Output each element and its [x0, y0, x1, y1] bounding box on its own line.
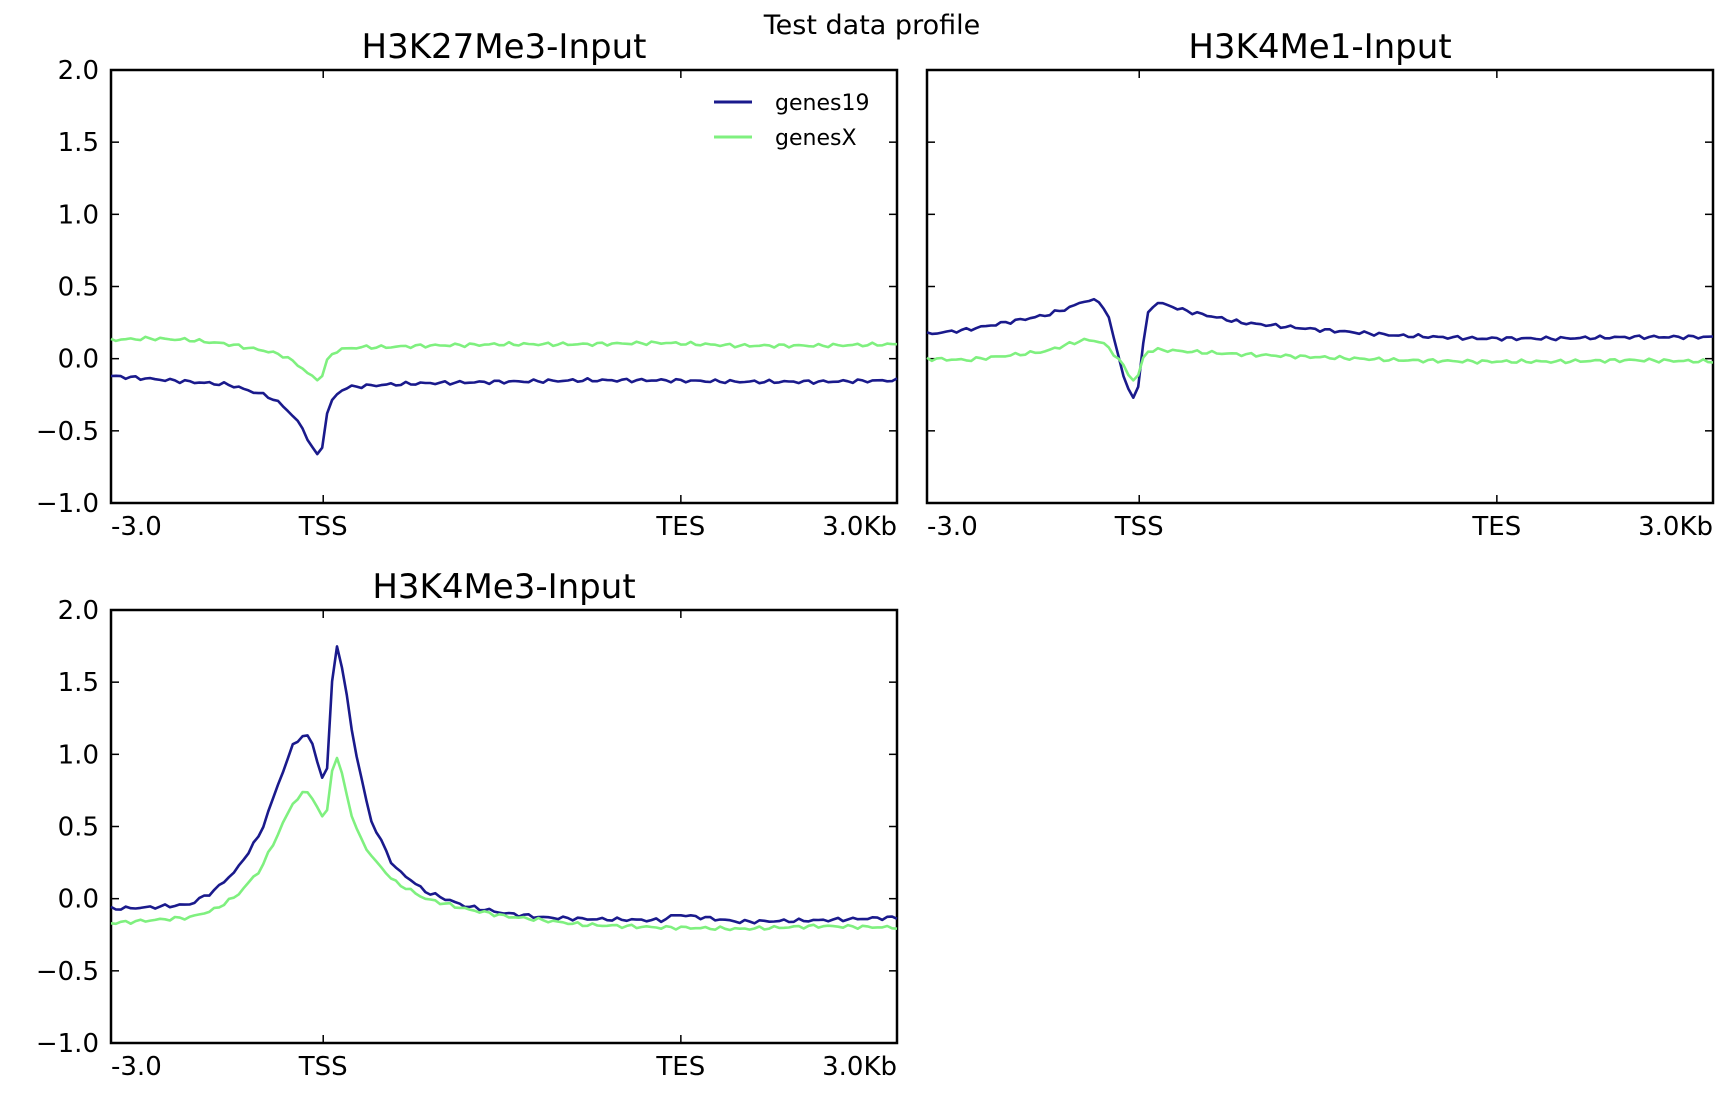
panel-title: H3K4Me3-Input [372, 567, 635, 607]
y-tick-label: 2.0 [58, 56, 99, 86]
panel-3: H3K4Me3-Input 2.0 1.5 1.0 0.5 0.0 −0.5 −1.0 -3.0… [36, 567, 899, 1082]
figure-suptitle: Test data profile [763, 10, 980, 41]
series-line-genesX [110, 335, 898, 382]
panel-2: H3K4Me1-Input -3.0 TSS TES 3.0Kb [925, 27, 1715, 542]
series-line-genesX [926, 337, 1714, 382]
y-tick-label: −1.0 [36, 489, 99, 519]
y-tick-label: −1.0 [36, 1029, 99, 1059]
x-tick-label: TES [655, 1052, 705, 1082]
y-tick-label: −0.5 [36, 957, 99, 987]
series-line-genes19 [110, 645, 898, 925]
plot-frame [109, 608, 899, 1045]
x-tick-label: -3.0 [111, 512, 162, 542]
y-tick-label: 1.5 [58, 128, 99, 158]
y-tick-label: 0.5 [58, 273, 99, 303]
x-tick-label: TES [655, 512, 705, 542]
x-tick-label: 3.0Kb [1638, 512, 1713, 542]
panel-title: H3K27Me3-Input [362, 27, 647, 67]
panel-title: H3K4Me1-Input [1188, 27, 1451, 67]
y-tick-label: −0.5 [36, 417, 99, 447]
y-tick-label: 0.0 [58, 345, 99, 375]
x-tick-label: -3.0 [111, 1052, 162, 1082]
legend-label: genes19 [775, 91, 869, 116]
y-tick-label: 1.0 [58, 740, 99, 770]
x-tick-label: TES [1471, 512, 1521, 542]
y-tick-label: 0.0 [58, 885, 99, 915]
y-tick-label: 1.5 [58, 668, 99, 698]
x-tick-label: TSS [1114, 512, 1164, 542]
x-tick-label: -3.0 [927, 512, 978, 542]
series-line-genes19 [926, 297, 1714, 399]
plot-frame [925, 68, 1715, 505]
legend: genes19 genesX [714, 91, 869, 151]
x-tick-label: 3.0Kb [822, 1052, 897, 1082]
x-tick-label: TSS [298, 1052, 348, 1082]
y-tick-label: 1.0 [58, 200, 99, 230]
x-tick-label: TSS [298, 512, 348, 542]
x-tick-label: 3.0Kb [822, 512, 897, 542]
legend-label: genesX [775, 126, 857, 151]
panel-1: H3K27Me3-Input 2.0 1.5 1.0 0.5 0.0 −0.5 −1.0 -3.… [36, 27, 899, 542]
y-tick-label: 2.0 [58, 596, 99, 626]
y-tick-label: 0.5 [58, 813, 99, 843]
series-line-genesX [110, 756, 898, 932]
series-line-genes19 [110, 374, 898, 456]
